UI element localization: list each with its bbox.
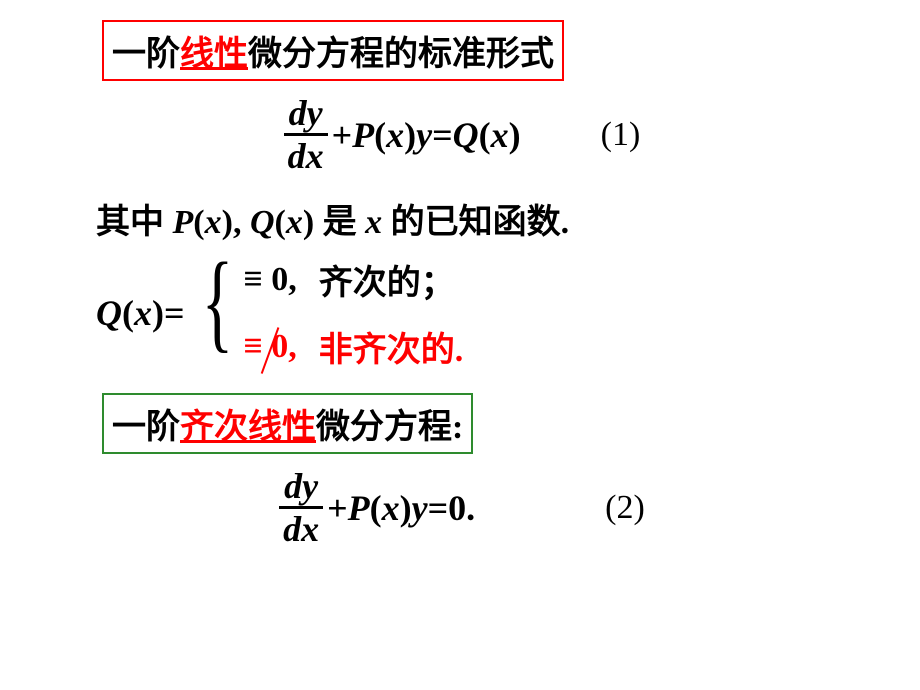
known-comma: , [233,204,250,241]
cases-lp: ( [122,292,134,334]
eq1-Q: Q [453,114,479,156]
case-nonhomogeneous: ≡ 0, 非齐次的. [243,322,463,371]
eq1-y: y [416,114,432,156]
eq1-lpar2: ( [479,114,491,156]
eq1-body: dy dx + P(x)y = Q(x) [280,95,521,174]
eq1-num: dy [285,95,327,133]
case2-text: 非齐次的. [319,322,464,371]
title-homogeneous-linear: 一阶齐次线性微分方程: [102,393,473,454]
equation-1: dy dx + P(x)y = Q(x) (1) [90,95,830,174]
known-x1: x [205,204,222,241]
known-mid: 是 [323,204,366,241]
title2-post: 微分方程: [316,409,463,446]
title1-post: 微分方程的标准形式 [248,36,554,73]
title2-mid: 齐次线性 [180,409,316,446]
cases-brace-outer: { ≡ 0, 齐次的； ≡ 0, 非齐次的. [191,255,464,371]
known-pre: 其中 [96,204,173,241]
known-functions-line: 其中 P(x), Q(x) 是 x 的已知函数. [96,194,830,243]
eq1-x2: x [491,114,509,156]
eq2-P: P [348,487,370,529]
known-x2: x [286,204,303,241]
eq2-rpar: ) [400,487,412,529]
eq2-lpar: ( [370,487,382,529]
cases-list: ≡ 0, 齐次的； ≡ 0, 非齐次的. [243,255,463,371]
eq1-rpar2: ) [509,114,521,156]
eq2-body: dy dx + P(x)y = 0. [275,468,475,547]
cases-Q: Q [96,292,122,334]
eq1-eq: = [432,114,453,156]
left-brace-icon: { [201,255,233,371]
case1-text: 齐次的； [319,255,455,304]
known-x3: x [365,204,391,241]
cases-eq: = [164,292,185,334]
cases-block: Q(x) = { ≡ 0, 齐次的； ≡ 0, 非齐次的. [96,255,830,371]
title-linear-ode: 一阶线性微分方程的标准形式 [102,20,564,81]
eq2-y: y [412,487,428,529]
eq2-den: dx [279,506,323,547]
known-rp1: ) [222,204,233,241]
title1-mid: 线性 [180,36,248,73]
eq2-eq: = [428,487,449,529]
known-rp2: ) [303,204,314,241]
eq2-num: dy [280,468,322,506]
eq2-x1: x [382,487,400,529]
eq2-zero: 0. [448,487,475,529]
eq1-P: P [352,114,374,156]
eq1-lpar: ( [374,114,386,156]
known-lp1: ( [193,204,204,241]
case2-sym: ≡ 0, [243,328,296,366]
slide-content: 一阶线性微分方程的标准形式 dy dx + P(x)y = Q(x) (1) 其… [0,0,920,573]
eq1-x1: x [386,114,404,156]
known-P: P [173,204,194,241]
title2-pre: 一阶 [112,409,180,446]
case-homogeneous: ≡ 0, 齐次的； [243,255,463,304]
title1-pre: 一阶 [112,36,180,73]
cases-x: x [134,292,152,334]
eq1-den: dx [284,133,328,174]
eq1-number: (1) [601,116,641,154]
cases-rp: ) [152,292,164,334]
eq1-frac: dy dx [284,95,328,174]
known-lp2: ( [275,204,286,241]
eq1-rpar: ) [404,114,416,156]
equation-2: dy dx + P(x)y = 0. (2) [90,468,830,547]
eq2-frac: dy dx [279,468,323,547]
eq2-number: (2) [605,489,645,527]
known-Q: Q [250,204,275,241]
known-post: 的已知函数. [391,204,570,241]
eq1-plus: + [332,114,353,156]
eq2-plus: + [327,487,348,529]
case1-sym: ≡ 0, [243,261,296,299]
